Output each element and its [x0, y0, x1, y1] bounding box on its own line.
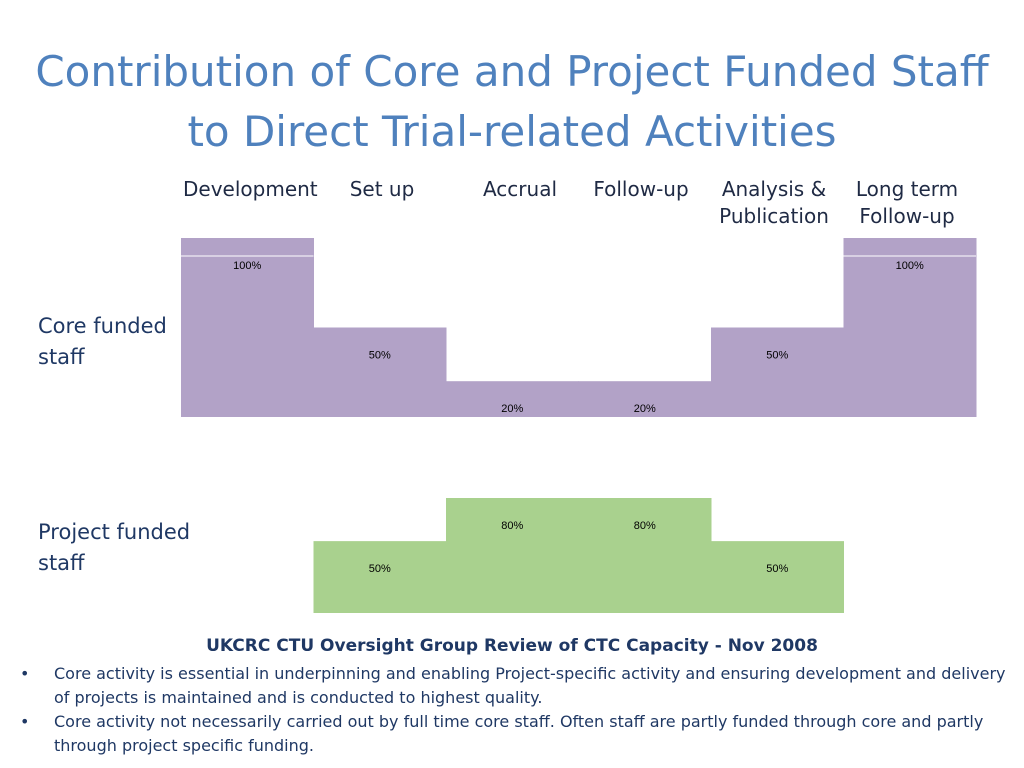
bullet-text: Core activity is essential in underpinni… [54, 664, 1006, 707]
bullet-text: Core activity not necessarily carried ou… [54, 712, 984, 755]
project-bar-value-label: 50% [766, 563, 788, 575]
row-label-project-funded-staff: Project funded staff [38, 517, 190, 579]
column-header-line-2: Follow-up [859, 204, 955, 228]
column-header-follow-up: Follow-up [574, 176, 708, 203]
row-label-core-funded-staff: Core funded staff [38, 311, 167, 373]
core-bar-value-label: 100% [896, 260, 924, 272]
bullet-item: • Core activity not necessarily carried … [20, 710, 1015, 758]
project-bar [446, 498, 579, 613]
project-bar-value-label: 80% [634, 520, 656, 532]
slide-title-line-2: to Direct Trial-related Activities [187, 107, 837, 156]
column-header-analysis-publication: Analysis & Publication [707, 176, 841, 230]
column-header-accrual: Accrual [453, 176, 587, 203]
core-bar [313, 327, 447, 417]
project-bar-value-label: 50% [369, 563, 391, 575]
project-bar [711, 541, 844, 613]
bullet-list: • Core activity is essential in underpin… [20, 662, 1015, 758]
core-bar [578, 381, 712, 417]
core-bar-value-label: 20% [501, 403, 523, 415]
core-bar-value-label: 20% [634, 403, 656, 415]
core-bar-value-label: 50% [369, 350, 391, 362]
column-header-line-1: Set up [349, 177, 415, 201]
core-bar [446, 381, 579, 417]
project-bar [313, 541, 447, 613]
bullet-dot: • [20, 712, 30, 731]
column-header-set-up: Set up [315, 176, 449, 203]
column-header-line-1: Follow-up [593, 177, 689, 201]
row-label-line-2: staff [38, 345, 85, 369]
column-header-line-1: Analysis & [721, 177, 827, 201]
core-bar [711, 327, 844, 417]
core-bar [181, 238, 314, 417]
core-bar-value-label: 50% [766, 350, 788, 362]
bullet-dot: • [20, 664, 30, 683]
footer-title: UKCRC CTU Oversight Group Review of CTC … [206, 636, 818, 656]
row-label-line-1: Project funded [38, 520, 191, 544]
column-header-line-1: Long term [855, 177, 959, 201]
column-header-line-1: Accrual [482, 177, 558, 201]
core-bar-value-label: 100% [233, 260, 261, 272]
column-header-long-term-follow-up: Long term Follow-up [840, 176, 974, 230]
core-bar [843, 238, 977, 417]
slide-title: Contribution of Core and Project Funded … [20, 42, 1004, 162]
column-header-development: Development [183, 176, 318, 203]
column-header-line-2: Publication [719, 204, 829, 228]
bullet-item: • Core activity is essential in underpin… [20, 662, 1015, 710]
column-header-line-1: Development [183, 177, 318, 201]
row-label-line-1: Core funded [38, 314, 167, 338]
project-bar [578, 498, 712, 613]
slide-title-line-1: Contribution of Core and Project Funded … [35, 47, 989, 96]
project-bar-value-label: 80% [501, 520, 523, 532]
row-label-line-2: staff [38, 551, 85, 575]
